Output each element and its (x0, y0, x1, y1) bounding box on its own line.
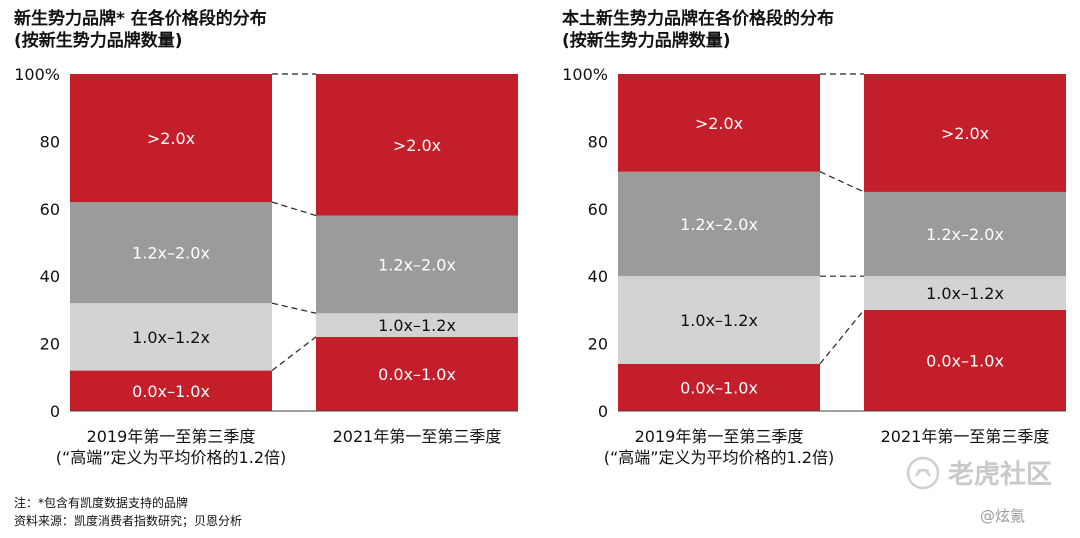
chart-2-subtitle: (按新生势力品牌数量) (562, 31, 731, 51)
chart-1-title: 新生势力品牌* 在各价格段的分布 (按新生势力品牌数量) (14, 8, 267, 52)
segment-label: 1.2x–2.0x (926, 225, 1004, 244)
y-tick-label: 20 (40, 335, 60, 354)
chart-2-title-line: 本土新生势力品牌在各价格段的分布 (562, 9, 834, 29)
bar-segment (70, 303, 272, 371)
bar-segment (864, 74, 1066, 192)
watermark: 老虎社区 (906, 454, 1052, 491)
bar-segment (316, 313, 518, 337)
y-tick-label: 20 (588, 335, 608, 354)
segment-label: 1.2x–2.0x (132, 244, 210, 263)
segment-label: >2.0x (147, 129, 195, 148)
y-tick-label: 40 (588, 267, 608, 286)
y-tick-label: 0 (598, 402, 608, 421)
bar-segment (316, 74, 518, 216)
x-axis-note: (“高端”定义为平均价格的1.2倍) (56, 448, 287, 467)
segment-label: 0.0x–1.0x (378, 365, 456, 384)
connector-line (819, 171, 865, 193)
bar-segment (70, 370, 272, 411)
connector-line (271, 336, 317, 372)
segment-label: 1.0x–1.2x (378, 316, 456, 335)
connector-line (271, 302, 317, 314)
bar-segment (618, 363, 820, 411)
bar-segment (864, 276, 1066, 310)
y-tick-label: 60 (40, 200, 60, 219)
connector-line (819, 309, 865, 365)
watermark-credit: @炫氪 (980, 507, 1026, 525)
segment-label: >2.0x (393, 136, 441, 155)
bar-segment (864, 309, 1066, 411)
segment-label: >2.0x (695, 114, 743, 133)
bar-segment (618, 171, 820, 277)
segment-label: >2.0x (941, 124, 989, 143)
chart-2-title: 本土新生势力品牌在各价格段的分布 (按新生势力品牌数量) (562, 8, 834, 52)
chart-1-title-line: 新生势力品牌* 在各价格段的分布 (14, 9, 267, 29)
connector-line (271, 201, 317, 217)
footnote-note: 注：*包含有凯度数据支持的品牌 (14, 496, 189, 510)
y-tick-label: 80 (588, 132, 608, 151)
bar-segment (618, 276, 820, 364)
watermark-text: 老虎社区 (948, 460, 1053, 490)
y-tick-label: 60 (588, 200, 608, 219)
segment-label: 0.0x–1.0x (926, 351, 1004, 370)
chart-1-subtitle: (按新生势力品牌数量) (14, 31, 183, 51)
tiger-logo-icon (906, 456, 940, 489)
bar-segment (618, 74, 820, 172)
x-category-label: 2021年第一至第三季度 (881, 427, 1050, 446)
bar-segment (70, 202, 272, 304)
x-category-label: 2021年第一至第三季度 (333, 427, 502, 446)
segment-label: 1.2x–2.0x (378, 255, 456, 274)
x-category-label: 2019年第一至第三季度 (635, 427, 804, 446)
segment-label: 0.0x–1.0x (132, 382, 210, 401)
y-tick-label: 100% (562, 65, 608, 84)
segment-label: 1.0x–1.2x (680, 311, 758, 330)
segment-label: 0.0x–1.0x (680, 378, 758, 397)
footnote-source: 资料来源：凯度消费者指数研究；贝恩分析 (14, 514, 243, 528)
y-tick-label: 100% (14, 65, 60, 84)
bar-segment (316, 336, 518, 411)
bar-segment (316, 215, 518, 314)
x-axis-note: (“高端”定义为平均价格的1.2倍) (604, 448, 835, 467)
x-category-label: 2019年第一至第三季度 (87, 427, 256, 446)
bar-segment (864, 191, 1066, 277)
bar-segment (70, 74, 272, 203)
y-tick-label: 40 (40, 267, 60, 286)
y-tick-label: 0 (50, 402, 60, 421)
y-tick-label: 80 (40, 132, 60, 151)
segment-label: 1.0x–1.2x (132, 328, 210, 347)
segment-label: 1.0x–1.2x (926, 284, 1004, 303)
segment-label: 1.2x–2.0x (680, 215, 758, 234)
